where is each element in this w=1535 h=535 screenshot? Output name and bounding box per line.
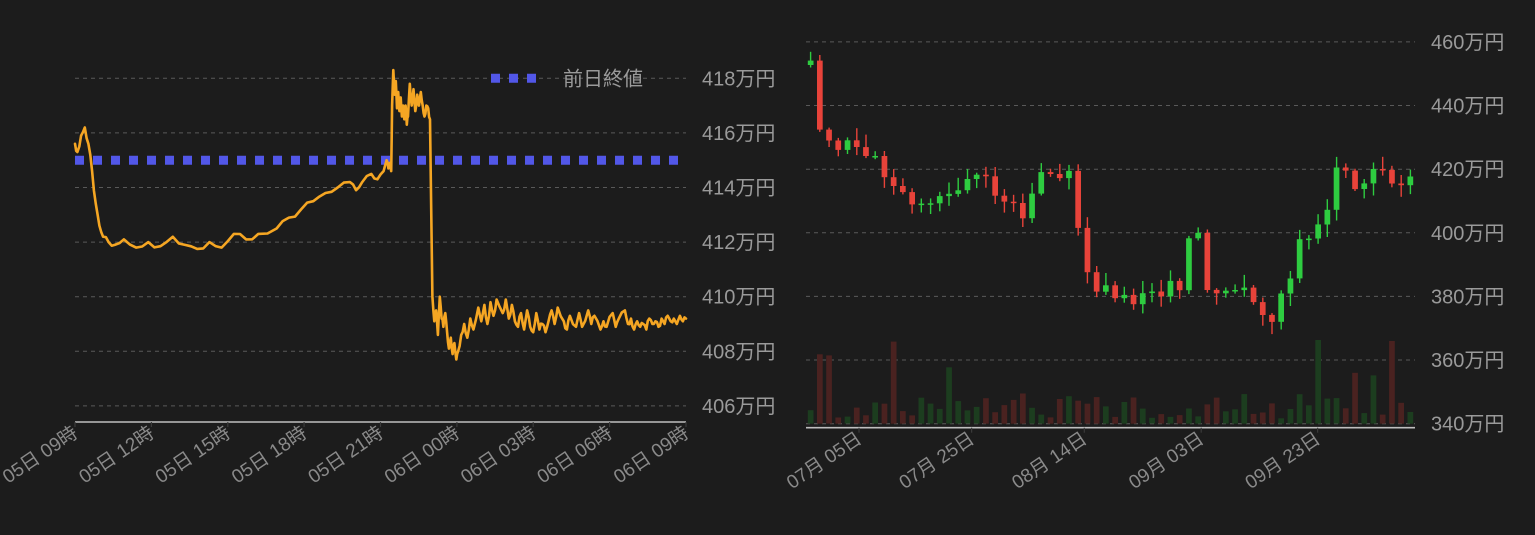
svg-text:410万円: 410万円 — [702, 287, 775, 309]
svg-text:340万円: 340万円 — [1431, 414, 1504, 436]
svg-text:412万円: 412万円 — [702, 232, 775, 254]
svg-text:416万円: 416万円 — [702, 123, 775, 145]
svg-text:408万円: 408万円 — [702, 341, 775, 363]
svg-text:360万円: 360万円 — [1431, 350, 1504, 372]
svg-text:400万円: 400万円 — [1431, 223, 1504, 245]
svg-text:460万円: 460万円 — [1431, 32, 1504, 54]
svg-text:414万円: 414万円 — [702, 178, 775, 200]
svg-text:380万円: 380万円 — [1431, 286, 1504, 308]
svg-text:418万円: 418万円 — [702, 68, 775, 90]
svg-text:420万円: 420万円 — [1431, 159, 1504, 181]
svg-text:406万円: 406万円 — [702, 396, 775, 418]
svg-text:440万円: 440万円 — [1431, 96, 1504, 118]
svg-text:前日終値: 前日終値 — [563, 67, 643, 90]
